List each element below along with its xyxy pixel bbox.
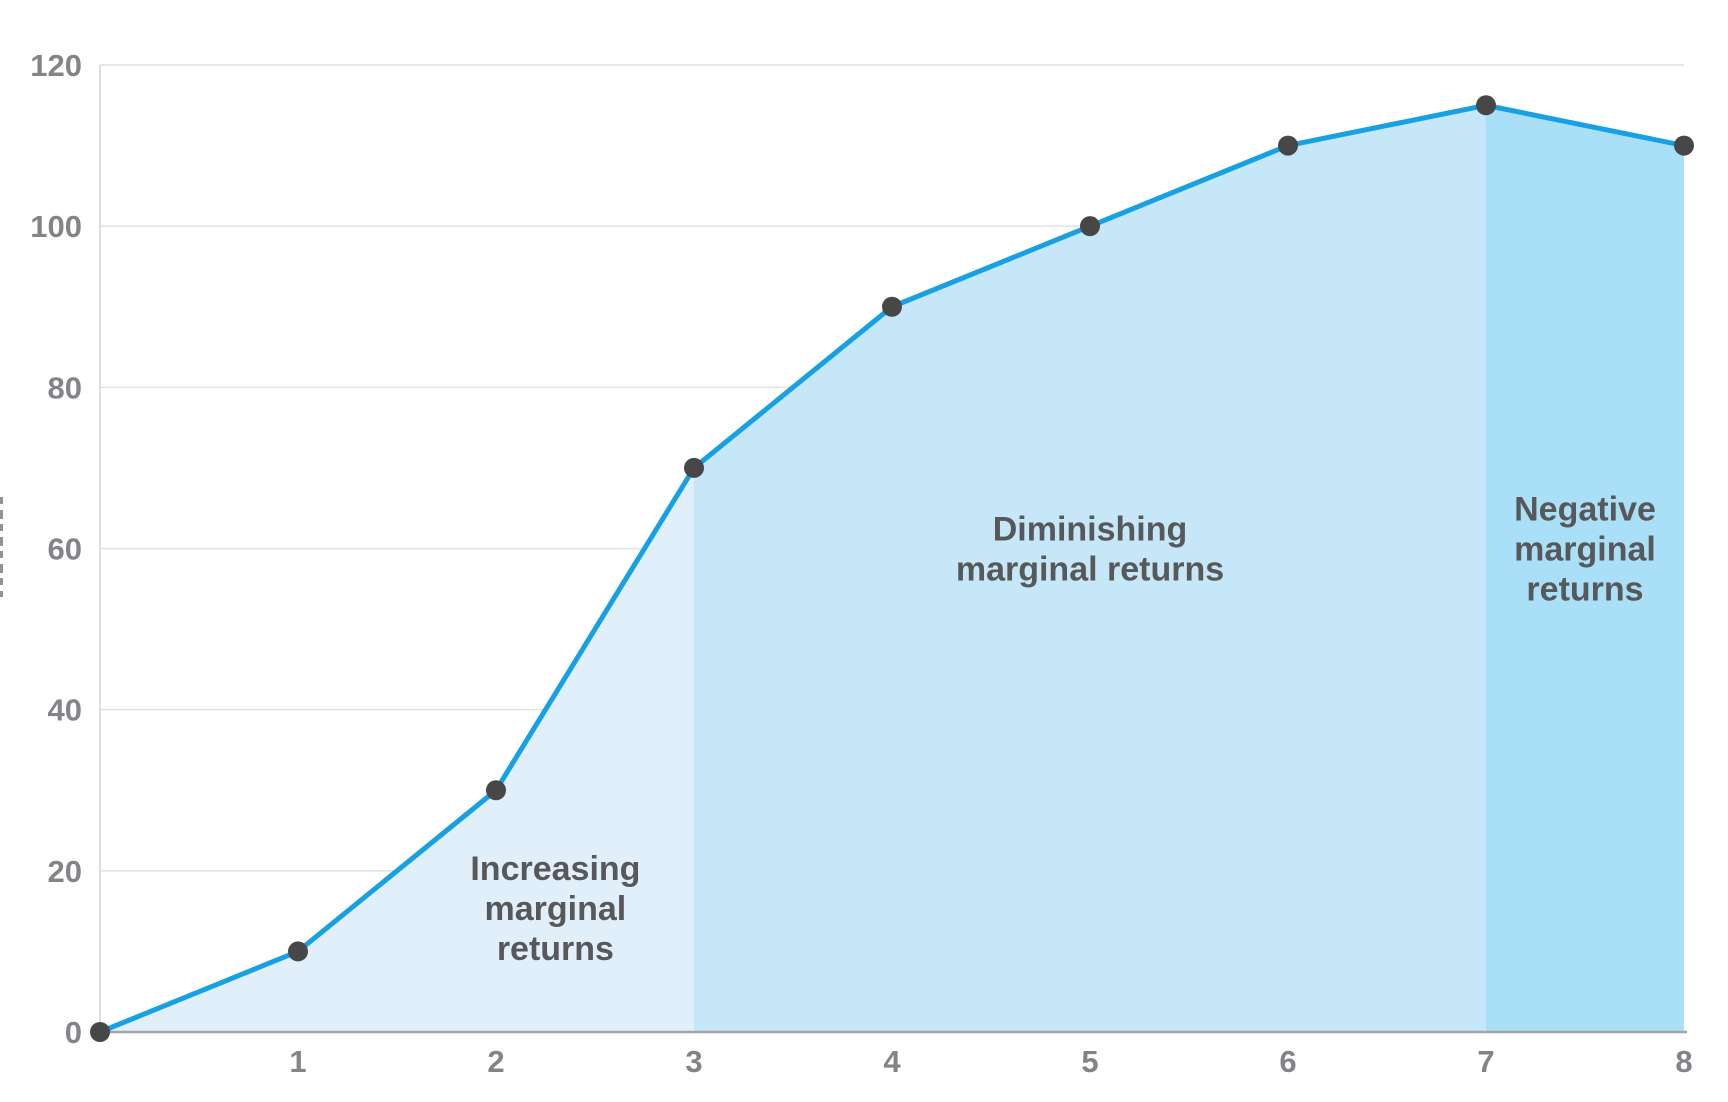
data-point-x4 (882, 296, 902, 317)
region-label-negative-marginal-returns-line3: returns (1526, 571, 1643, 609)
region-label-negative-marginal-returns-line1: Negative (1514, 491, 1656, 529)
x-tick-label-7: 7 (1477, 1044, 1494, 1079)
y-axis-title-cropped-sliver (0, 497, 3, 597)
data-point-x7 (1476, 95, 1496, 116)
y-tick-label-0: 0 (65, 1015, 82, 1050)
x-tick-label-8: 8 (1675, 1044, 1692, 1079)
region-increasing-marginal-returns (100, 467, 694, 1033)
y-tick-label-20: 20 (48, 854, 82, 889)
x-tick-label-2: 2 (487, 1044, 504, 1079)
region-label-increasing-marginal-returns-line2: marginal (485, 890, 627, 928)
x-tick-label-1: 1 (289, 1044, 306, 1079)
data-point-x3 (684, 457, 704, 478)
region-label-increasing-marginal-returns-line3: returns (497, 930, 614, 968)
region-diminishing-marginal-returns (694, 105, 1486, 1032)
y-tick-label-120: 120 (30, 48, 82, 83)
x-tick-label-6: 6 (1279, 1044, 1296, 1079)
x-tick-label-5: 5 (1081, 1044, 1098, 1079)
x-tick-label-3: 3 (685, 1044, 702, 1079)
y-tick-label-60: 60 (48, 532, 82, 567)
data-point-x5 (1080, 216, 1100, 237)
y-tick-label-80: 80 (48, 370, 82, 405)
region-label-increasing-marginal-returns-line1: Increasing (470, 850, 640, 888)
y-tick-label-100: 100 (30, 209, 82, 244)
y-tick-label-40: 40 (48, 693, 82, 728)
data-point-x6 (1278, 135, 1298, 156)
region-label-negative-marginal-returns-line2: marginal (1514, 531, 1656, 569)
data-point-x2 (486, 780, 506, 801)
x-tick-label-4: 4 (883, 1044, 901, 1079)
region-label-diminishing-marginal-returns-line2: marginal returns (956, 551, 1224, 589)
data-point-x8 (1674, 135, 1694, 156)
region-negative-marginal-returns (1486, 105, 1684, 1032)
data-point-x0 (90, 1022, 110, 1042)
region-label-diminishing-marginal-returns-line1: Diminishing (993, 511, 1188, 549)
data-point-x1 (288, 941, 308, 962)
